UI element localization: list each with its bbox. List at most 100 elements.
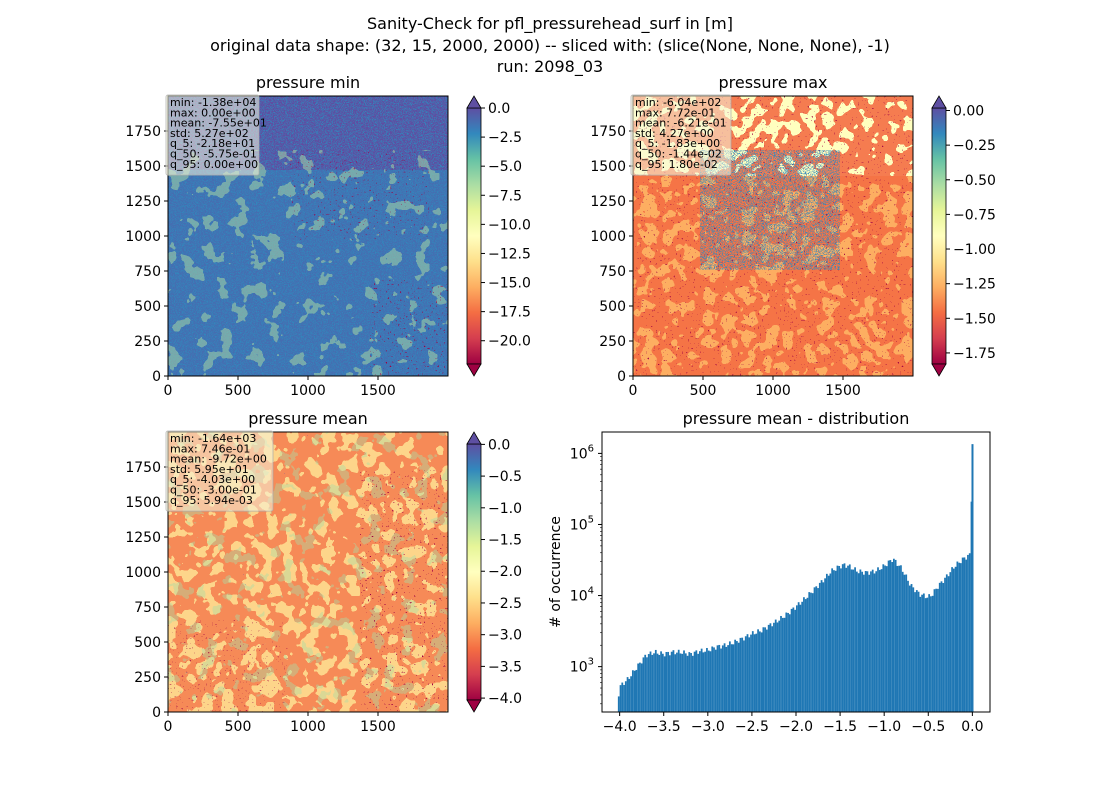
stats-line: q_50: -5.75e-01 xyxy=(170,148,257,161)
histogram-bar xyxy=(656,653,659,712)
histogram-bar xyxy=(758,631,761,712)
histogram-bar xyxy=(947,576,950,712)
histogram-bar xyxy=(778,620,781,712)
histogram-bar xyxy=(822,582,825,712)
histogram-bar xyxy=(875,571,878,712)
colorbar-tick-label: −1.00 xyxy=(953,242,996,258)
histogram-bar xyxy=(900,565,902,712)
histogram-bar xyxy=(751,631,754,712)
histogram-bar xyxy=(843,563,846,712)
histogram-bar xyxy=(810,592,812,712)
y-tick-label: 1000 xyxy=(590,229,626,245)
histogram-bar xyxy=(967,554,969,712)
histogram-bar xyxy=(889,560,892,712)
x-tick-label: −0.5 xyxy=(911,719,945,735)
x-tick-label: 500 xyxy=(225,383,252,399)
y-tick-label: 105 xyxy=(570,514,594,533)
histogram-bar xyxy=(669,655,671,712)
histogram-bar xyxy=(940,581,943,712)
colorbar-tick-label: −0.50 xyxy=(953,173,996,189)
histogram-bar xyxy=(766,629,768,712)
y-tick-exponent: 5 xyxy=(588,514,594,525)
histogram-bar xyxy=(651,654,654,712)
colorbar-tick-label: −2.5 xyxy=(488,130,522,146)
colorbar: 0.00 −0.25 −0.50 −0.75 −1.00 −1.25 −1.50 −1.75 xyxy=(931,95,996,377)
panel-pressure-max: pressure max 0 500 1000 1500 0 250 500 750 1000… xyxy=(590,73,996,399)
histogram-bar xyxy=(847,565,849,712)
histogram-bar xyxy=(744,636,747,712)
histogram-bar xyxy=(684,653,687,712)
x-tick-label: 1000 xyxy=(755,383,791,399)
histogram-bar xyxy=(894,559,897,712)
histogram-bar xyxy=(954,566,957,712)
histogram-bar xyxy=(825,573,828,712)
histogram-bar xyxy=(776,622,779,712)
histogram-bar xyxy=(806,597,809,712)
histogram-bar xyxy=(935,588,938,712)
x-tick-label: −2.5 xyxy=(735,719,769,735)
histogram-bar xyxy=(637,663,640,712)
suptitle-line-3: run: 2098_03 xyxy=(497,57,603,77)
histogram-bar xyxy=(801,601,804,712)
histogram-bar xyxy=(665,651,668,712)
histogram-bar xyxy=(674,654,677,712)
histogram-bar xyxy=(804,599,807,712)
histogram-bar xyxy=(884,565,886,712)
colorbar-gradient xyxy=(466,443,482,701)
histogram-bar xyxy=(896,565,899,712)
histogram-bar xyxy=(774,619,777,712)
histogram-bar xyxy=(938,582,941,712)
x-ticks: 0 500 1000 1500 xyxy=(164,712,396,735)
histogram-bar xyxy=(695,650,698,712)
y-tick-label: 1250 xyxy=(125,194,161,210)
y-tick-exponent: 4 xyxy=(588,586,594,597)
histogram-bar xyxy=(624,681,627,712)
histogram-bar xyxy=(764,627,767,712)
histogram-bar xyxy=(647,654,650,712)
stats-line: mean: -7.55e+01 xyxy=(170,117,267,130)
y-ticks: 103 104 105 106 xyxy=(570,443,602,705)
histogram-bar xyxy=(630,676,632,712)
histogram-bar xyxy=(676,652,678,712)
y-tick-exponent: 3 xyxy=(588,657,594,668)
x-tick-label: 0.0 xyxy=(961,719,983,735)
histogram-bar xyxy=(882,564,885,712)
colorbar-tick-label: −4.0 xyxy=(488,691,522,707)
histogram-bar xyxy=(949,572,952,712)
histogram-bar xyxy=(785,612,788,712)
histogram-bar xyxy=(792,607,795,712)
stats-line: q_5: -2.18e+01 xyxy=(170,137,255,150)
histogram-bar xyxy=(750,634,752,712)
stats-line: q_95: 5.94e-03 xyxy=(170,494,253,507)
histogram-bar xyxy=(658,654,661,712)
colorbar-extend-max xyxy=(466,431,482,445)
histogram-bar xyxy=(639,662,641,712)
histogram-bar xyxy=(667,651,670,712)
histogram-bar xyxy=(769,623,772,712)
histogram-bar xyxy=(654,649,657,712)
x-tick-label: 1500 xyxy=(360,383,396,399)
colorbar-tick-label: 0.0 xyxy=(488,437,510,453)
histogram-bar xyxy=(714,649,717,712)
histogram-bar xyxy=(818,582,821,712)
colorbar: 0.0 −2.5 −5.0 −7.5 −10.0 −12.5 −15.0 −17.5 −20.0 xyxy=(466,95,531,377)
histogram-bar xyxy=(644,654,647,712)
histogram-bar xyxy=(834,570,837,712)
stats-line: max: 0.00e+00 xyxy=(170,106,256,119)
x-tick-label: −3.0 xyxy=(691,719,725,735)
colorbar-tick-label: −1.5 xyxy=(488,533,522,549)
stats-line: std: 5.95e+01 xyxy=(170,463,249,476)
histogram-bar xyxy=(965,559,968,712)
histogram-bar xyxy=(824,578,826,712)
histogram-bar xyxy=(912,587,915,712)
histogram-bar xyxy=(921,594,923,712)
histogram-bar xyxy=(730,644,733,712)
histogram-bar xyxy=(893,558,895,712)
histogram-bar xyxy=(928,594,931,712)
histogram-bar xyxy=(721,645,724,712)
x-tick-label: −1.0 xyxy=(867,719,901,735)
y-axis-label: # of occurrence xyxy=(548,516,564,628)
histogram-bar xyxy=(924,598,927,712)
histogram-bar xyxy=(840,568,842,712)
